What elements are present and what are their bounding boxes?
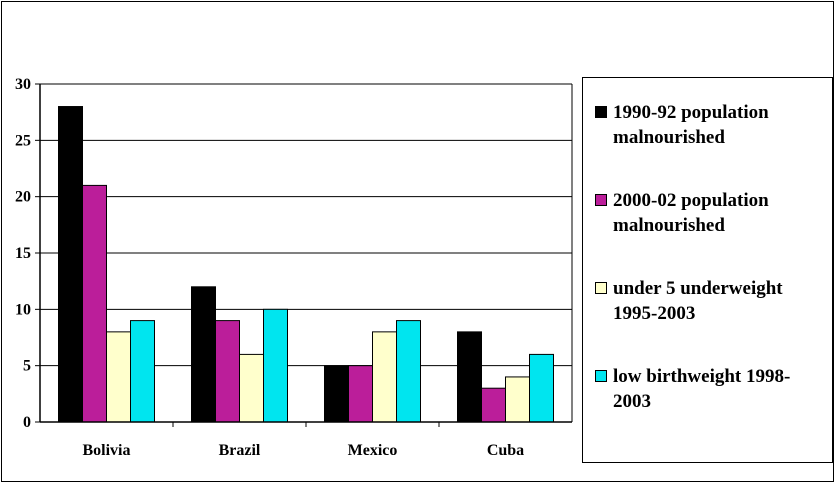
y-tick-label-25: 25 <box>15 132 31 149</box>
bar-mexico-series-0 <box>324 365 349 423</box>
axes <box>35 83 573 427</box>
bar-mexico-series-3 <box>396 320 421 423</box>
y-tick-label-30: 30 <box>15 76 31 93</box>
category-label-cuba: Cuba <box>487 442 524 459</box>
category-label-bolivia: Bolivia <box>82 442 130 459</box>
bar-cuba-series-2 <box>505 376 530 423</box>
category-label-mexico: Mexico <box>348 442 398 459</box>
bar-brazil-series-3 <box>263 308 288 423</box>
y-tick-label-5: 5 <box>23 358 31 375</box>
bar-brazil-series-0 <box>191 286 216 423</box>
bar-bolivia-series-0 <box>58 106 83 423</box>
bar-bolivia-series-2 <box>106 331 131 423</box>
legend: 1990-92 population malnourished 2000-02 … <box>582 77 833 463</box>
bar-cuba-series-3 <box>529 353 554 423</box>
gridlines <box>40 83 572 367</box>
legend-swatch-under-5 <box>595 282 607 294</box>
y-tick-label-15: 15 <box>15 245 31 262</box>
legend-item-low-birthweight: low birthweight 1998-2003 <box>595 364 825 414</box>
legend-label-under-5: under 5 underweight 1995-2003 <box>613 278 783 324</box>
y-tick-label-0: 0 <box>23 414 31 431</box>
bar-bolivia-series-1 <box>82 184 107 423</box>
y-tick-label-10: 10 <box>15 301 31 318</box>
bar-bolivia-series-3 <box>130 320 155 423</box>
legend-label-low-birthweight: low birthweight 1998-2003 <box>613 366 791 412</box>
bar-mexico-series-1 <box>348 365 373 423</box>
legend-label-2000-02: 2000-02 population malnourished <box>613 190 769 236</box>
legend-item-1990-92: 1990-92 population malnourished <box>595 100 825 150</box>
bar-brazil-series-1 <box>215 320 240 423</box>
legend-item-under-5: under 5 underweight 1995-2003 <box>595 276 825 326</box>
y-tick-label-20: 20 <box>15 189 31 206</box>
legend-swatch-2000-02 <box>595 194 607 206</box>
legend-item-2000-02: 2000-02 population malnourished <box>595 188 825 238</box>
category-labels: Bolivia Brazil Mexico Cuba <box>82 442 524 459</box>
bar-brazil-series-2 <box>239 353 264 423</box>
category-label-brazil: Brazil <box>219 442 261 459</box>
y-tick-labels: 0 5 10 15 20 25 30 <box>15 76 31 431</box>
legend-label-1990-92: 1990-92 population malnourished <box>613 102 769 148</box>
bar-cuba-series-0 <box>457 331 482 423</box>
legend-swatch-1990-92 <box>595 106 607 118</box>
bar-mexico-series-2 <box>372 331 397 423</box>
legend-swatch-low-birthweight <box>595 370 607 382</box>
bar-cuba-series-1 <box>481 387 506 423</box>
bars <box>58 106 554 423</box>
